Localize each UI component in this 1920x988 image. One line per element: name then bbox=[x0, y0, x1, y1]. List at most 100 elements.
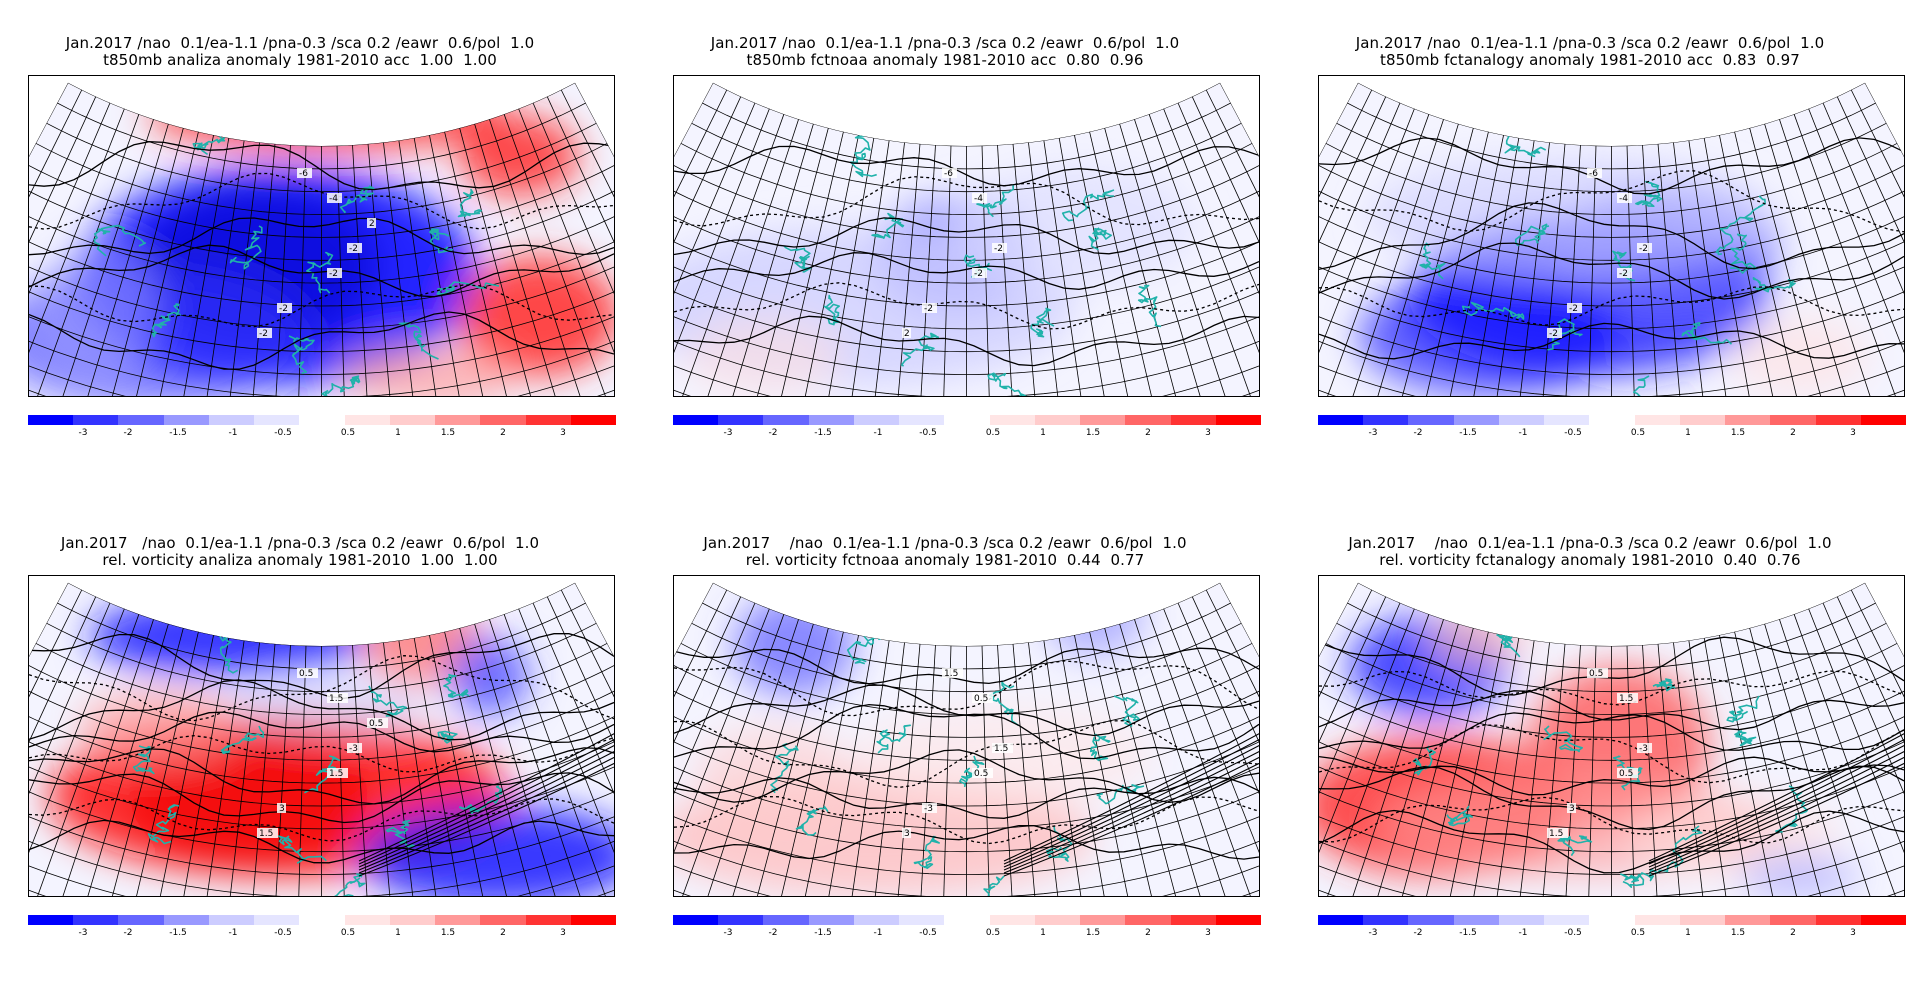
contour-label: 0.5 bbox=[369, 719, 383, 729]
colorbar-tick-label: -3 bbox=[78, 428, 88, 438]
anomaly-area bbox=[734, 596, 854, 696]
map-frame: -6 -4 -2 -2 -2 -2 2 bbox=[28, 75, 615, 397]
contour-label: -2 bbox=[1549, 329, 1558, 339]
anomaly-area bbox=[1739, 856, 1859, 896]
colorbar-segment bbox=[1363, 415, 1409, 425]
contour-label: -2 bbox=[1569, 304, 1578, 314]
colorbar-tick-label: 1 bbox=[1685, 428, 1691, 438]
contour-label: 1.5 bbox=[259, 829, 273, 839]
anomaly-area bbox=[129, 726, 369, 866]
contour-label: 1.5 bbox=[329, 769, 343, 779]
colorbar-segment bbox=[435, 415, 481, 425]
colorbar-tick-label: 0.5 bbox=[340, 428, 356, 438]
contour-label: -2 bbox=[329, 269, 338, 279]
colorbar-segment bbox=[899, 915, 945, 925]
colorbar-tick-label: 1.5 bbox=[1085, 428, 1101, 438]
map-frame: -6 -4 -2 -2 -2 2 bbox=[673, 75, 1260, 397]
colorbar-tick-label: -1.5 bbox=[814, 928, 832, 938]
colorbar-segment bbox=[28, 415, 74, 425]
colorbar-segment bbox=[480, 915, 527, 925]
lat-lon-grid bbox=[29, 582, 614, 896]
contour-label: 1.5 bbox=[1549, 829, 1563, 839]
colorbar-tick-label: 1.5 bbox=[1085, 928, 1101, 938]
colorbar-segment bbox=[1363, 915, 1409, 925]
coastline bbox=[93, 135, 500, 396]
panel-title-line2: t850mb fctnoaa anomaly 1981-2010 acc 0.8… bbox=[746, 51, 1144, 69]
colorbar-segment bbox=[299, 915, 346, 925]
map-canvas: -6 -4 -2 -2 -2 -2 bbox=[1319, 82, 1904, 396]
colorbar-tick-label: -2 bbox=[1413, 928, 1423, 938]
colorbar-segment bbox=[570, 915, 617, 925]
contour-label: -4 bbox=[974, 194, 983, 204]
contour-labels: 1.5 0.5 1.5 0.5 -3 3 bbox=[902, 668, 1013, 839]
colorbar-tick-label: -1.5 bbox=[1459, 928, 1477, 938]
contour-label: 0.5 bbox=[974, 694, 988, 704]
colorbar-tick-label: 1 bbox=[395, 928, 401, 938]
anomaly-area bbox=[1369, 156, 1769, 276]
colorbar-segment bbox=[763, 415, 810, 425]
colorbar-tick-label: 0.5 bbox=[1630, 428, 1646, 438]
colorbar-segment bbox=[1860, 415, 1907, 425]
map-canvas: -6 -4 -2 -2 -2 2 bbox=[674, 82, 1259, 396]
colorbar-tick-label: 2 bbox=[1145, 928, 1151, 938]
contour-label: -2 bbox=[349, 244, 358, 254]
contour-labels: 0.5 1.5 -3 0.5 3 1.5 bbox=[1547, 668, 1652, 839]
colorbar-tick-label: 0.5 bbox=[340, 928, 356, 938]
contour-label: 1.5 bbox=[994, 744, 1008, 754]
colorbar-segment bbox=[1860, 915, 1907, 925]
colorbar-segment bbox=[808, 915, 855, 925]
colorbar-tick-label: 3 bbox=[1850, 428, 1856, 438]
anomaly-area bbox=[79, 691, 239, 761]
colorbar-segment bbox=[73, 915, 119, 925]
colorbar-tick-label: -1 bbox=[1518, 428, 1528, 438]
colorbar-segment bbox=[1589, 915, 1636, 925]
colorbar: -3 -2 -1.5 -1 -0.5 0.5 1 1.5 2 3 bbox=[1318, 915, 1907, 945]
colorbar-tick-label: 2 bbox=[500, 428, 506, 438]
colorbar-tick-label: 1.5 bbox=[1730, 428, 1746, 438]
colorbar-segment bbox=[254, 415, 300, 425]
contour-label: 3 bbox=[1569, 804, 1575, 814]
contour-label: -2 bbox=[1619, 269, 1628, 279]
contour-label: -3 bbox=[924, 804, 933, 814]
colorbar-segment bbox=[808, 415, 855, 425]
map-panel: Jan.2017 /nao 0.1/ea-1.1 /pna-0.3 /sca 0… bbox=[1290, 535, 1907, 955]
coastline bbox=[1412, 631, 1808, 888]
colorbar-segment bbox=[673, 915, 719, 925]
colorbar-segment bbox=[853, 415, 900, 425]
colorbar-tick-label: -2 bbox=[768, 928, 778, 938]
dense-contours bbox=[358, 730, 614, 877]
colorbar-segment bbox=[1815, 415, 1862, 425]
colorbar-tick-label: -0.5 bbox=[274, 928, 292, 938]
colorbar-tick-label: -1 bbox=[873, 428, 883, 438]
colorbar-segment bbox=[989, 415, 1036, 425]
colorbar-segment bbox=[28, 915, 74, 925]
panel-title-line2: t850mb analiza anomaly 1981-2010 acc 1.0… bbox=[103, 51, 497, 69]
colorbar-segment bbox=[1498, 915, 1545, 925]
colorbar-segment bbox=[1634, 415, 1681, 425]
colorbar-segment bbox=[1318, 415, 1364, 425]
anomaly-area bbox=[149, 82, 509, 151]
contour-label: -6 bbox=[299, 169, 308, 179]
colorbar: -3 -2 -1.5 -1 -0.5 0.5 1 1.5 2 3 bbox=[673, 915, 1262, 945]
colorbar-segment bbox=[1725, 915, 1771, 925]
map-panel: Jan.2017 /nao 0.1/ea-1.1 /pna-0.3 /sca 0… bbox=[1290, 35, 1907, 455]
colorbar-segment bbox=[1318, 915, 1364, 925]
anomaly-area bbox=[339, 346, 519, 396]
panel-title-line1: Jan.2017 /nao 0.1/ea-1.1 /pna-0.3 /sca 0… bbox=[1348, 534, 1832, 552]
colorbar-segment bbox=[718, 915, 764, 925]
map-canvas: 1.5 0.5 1.5 0.5 -3 3 bbox=[674, 582, 1259, 896]
colorbar-tick-label: 2 bbox=[1790, 928, 1796, 938]
colorbar-segment bbox=[163, 415, 210, 425]
colorbar-tick-label: -1.5 bbox=[169, 428, 187, 438]
colorbar-tick-label: -2 bbox=[123, 428, 133, 438]
contour-label: -2 bbox=[279, 304, 288, 314]
dense-contours bbox=[1003, 730, 1259, 877]
colorbar-segment bbox=[208, 915, 255, 925]
colorbar-segment bbox=[1679, 915, 1726, 925]
colorbar-segment bbox=[299, 415, 346, 425]
colorbar-tick-label: 1 bbox=[1685, 928, 1691, 938]
contour-labels: -6 -4 -2 -2 -2 2 bbox=[902, 168, 1007, 339]
colorbar-segment bbox=[344, 915, 391, 925]
panel-title-line2: rel. vorticity analiza anomaly 1981-2010… bbox=[102, 551, 498, 569]
colorbar-tick-label: -1.5 bbox=[1459, 428, 1477, 438]
